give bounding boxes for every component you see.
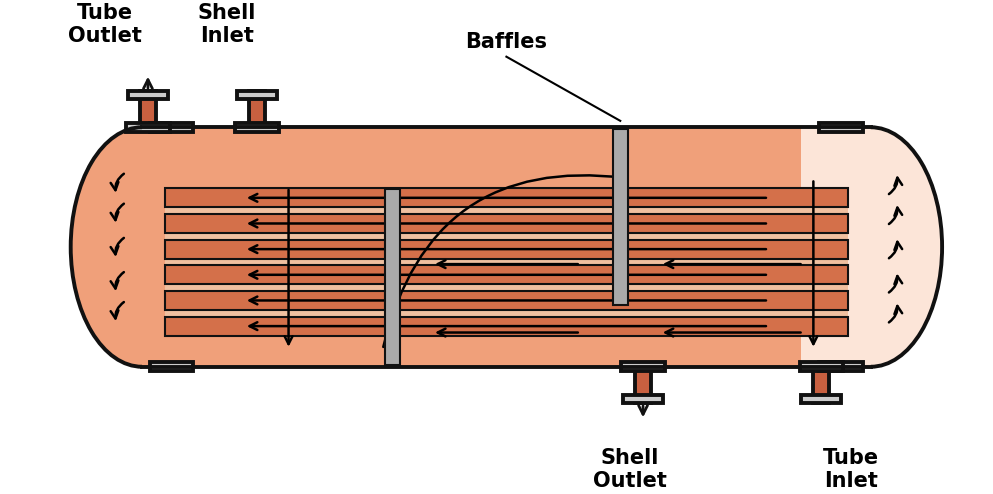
Polygon shape [150, 362, 194, 371]
Polygon shape [165, 188, 848, 335]
Text: Shell
Outlet: Shell Outlet [593, 448, 667, 491]
Polygon shape [813, 367, 829, 403]
Ellipse shape [71, 127, 213, 367]
Polygon shape [622, 362, 665, 371]
Polygon shape [165, 265, 848, 284]
Polygon shape [819, 123, 863, 132]
Polygon shape [636, 367, 651, 403]
Text: Tube
Outlet: Tube Outlet [69, 3, 142, 46]
Text: Shell
Inlet: Shell Inlet [198, 3, 256, 46]
Polygon shape [165, 188, 848, 207]
Polygon shape [801, 127, 871, 367]
Polygon shape [165, 317, 848, 335]
Polygon shape [613, 129, 628, 305]
Polygon shape [385, 189, 400, 365]
Polygon shape [799, 362, 843, 371]
Ellipse shape [799, 127, 942, 367]
Polygon shape [801, 395, 841, 403]
Polygon shape [249, 91, 265, 127]
Polygon shape [237, 91, 277, 99]
Polygon shape [126, 123, 170, 132]
Polygon shape [142, 127, 871, 367]
Polygon shape [150, 123, 194, 132]
Polygon shape [128, 91, 168, 99]
Polygon shape [165, 214, 848, 233]
Text: Tube
Inlet: Tube Inlet [823, 448, 879, 491]
Polygon shape [235, 123, 279, 132]
Polygon shape [165, 291, 848, 310]
Polygon shape [819, 362, 863, 371]
Polygon shape [624, 395, 663, 403]
Text: Baffles: Baffles [466, 33, 547, 52]
Polygon shape [165, 240, 848, 258]
Polygon shape [140, 91, 156, 127]
